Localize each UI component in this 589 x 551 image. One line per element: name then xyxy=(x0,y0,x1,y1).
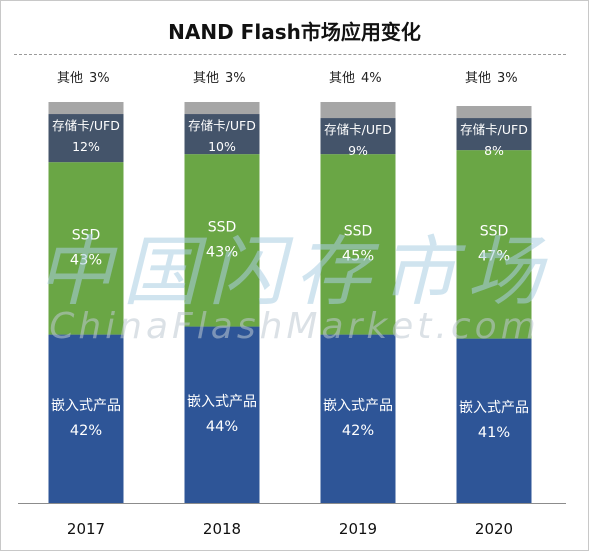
data-label-2018-1: 43% xyxy=(206,244,238,260)
data-label-2020-1: 47% xyxy=(478,248,510,264)
data-label-2018-2: 10% xyxy=(208,139,236,154)
bar-segment-2019-3 xyxy=(320,102,396,119)
data-label-2017-1: 43% xyxy=(70,252,102,268)
x-tick-label-2017: 2017 xyxy=(67,520,105,538)
bar-segment-2020-2 xyxy=(456,118,532,151)
data-label-2017-3: 3% xyxy=(89,71,110,86)
x-tick-label-2019: 2019 xyxy=(339,520,377,538)
series-label-2017-3: 其他 xyxy=(57,71,83,86)
series-label-2018-1: SSD xyxy=(208,219,237,235)
title-divider xyxy=(14,54,566,55)
bar-segment-2020-1 xyxy=(456,150,532,339)
series-label-2020-0: 嵌入式产品 xyxy=(459,400,529,416)
x-tick-label-2020: 2020 xyxy=(475,520,513,538)
bar-segment-2020-0 xyxy=(456,338,532,503)
series-label-2020-1: SSD xyxy=(480,223,509,239)
bar-segment-2019-2 xyxy=(320,118,396,155)
series-label-2020-3: 其他 xyxy=(465,71,491,86)
series-label-2018-3: 其他 xyxy=(193,71,219,86)
series-label-2018-2: 存储卡/UFD xyxy=(188,118,256,133)
data-label-2019-0: 42% xyxy=(342,423,374,439)
data-label-2019-3: 4% xyxy=(361,71,382,86)
data-label-2019-1: 45% xyxy=(342,248,374,264)
series-label-2020-2: 存储卡/UFD xyxy=(460,122,528,137)
data-label-2020-2: 8% xyxy=(484,143,504,158)
bar-segment-2019-1 xyxy=(320,154,396,335)
data-label-2018-3: 3% xyxy=(225,71,246,86)
bar-segment-2017-2 xyxy=(48,114,124,163)
series-label-2019-0: 嵌入式产品 xyxy=(323,398,393,414)
series-label-2017-0: 嵌入式产品 xyxy=(51,398,121,414)
data-label-2017-2: 12% xyxy=(72,139,100,154)
series-label-2017-2: 存储卡/UFD xyxy=(52,118,120,133)
bar-segment-2020-3 xyxy=(456,106,532,119)
bar-segment-2019-0 xyxy=(320,334,396,503)
bar-segment-2018-1 xyxy=(184,154,260,327)
series-label-2017-1: SSD xyxy=(72,227,101,243)
x-tick-label-2018: 2018 xyxy=(203,520,241,538)
data-label-2017-0: 42% xyxy=(70,423,102,439)
bar-segment-2017-1 xyxy=(48,162,124,335)
series-label-2019-3: 其他 xyxy=(329,71,355,86)
chart-title: NAND Flash市场应用变化 xyxy=(168,20,421,44)
bar-segment-2017-0 xyxy=(48,334,124,503)
series-label-2018-0: 嵌入式产品 xyxy=(187,394,257,410)
bar-segment-2018-0 xyxy=(184,326,260,503)
bar-segment-2017-3 xyxy=(48,102,124,115)
bar-segment-2018-3 xyxy=(184,102,260,115)
data-label-2020-0: 41% xyxy=(478,425,510,441)
data-label-2019-2: 9% xyxy=(348,143,368,158)
series-label-2019-1: SSD xyxy=(344,223,373,239)
data-label-2020-3: 3% xyxy=(497,71,518,86)
series-label-2019-2: 存储卡/UFD xyxy=(324,122,392,137)
bar-segment-2018-2 xyxy=(184,114,260,155)
data-label-2018-0: 44% xyxy=(206,419,238,435)
